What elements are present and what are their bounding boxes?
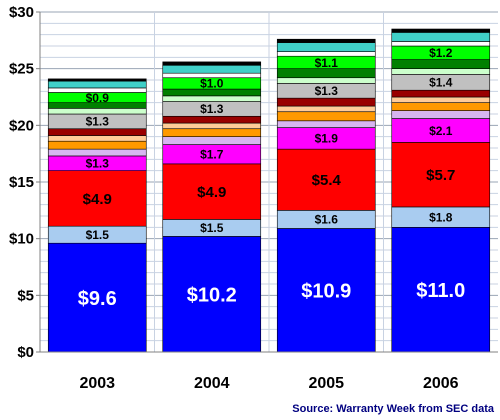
- bar-segment: [47, 128, 147, 136]
- bar-segment: [47, 108, 147, 115]
- bar-stack-2005: $10.9 $1.6 $5.4 $1.9 $1.3 $1.1: [276, 38, 376, 353]
- y-tick-label: $10: [9, 231, 34, 248]
- bar-segment: [47, 78, 147, 82]
- bar-segment: [162, 64, 262, 74]
- bar-segment: [276, 105, 376, 113]
- data-label: $1.7: [200, 148, 224, 162]
- bar-segment: [276, 148, 376, 211]
- y-tick-label: $5: [17, 287, 34, 304]
- data-label: $10.2: [187, 284, 237, 306]
- bar-segment: [276, 51, 376, 57]
- bar-segment: [276, 228, 376, 353]
- bar-segment: [162, 128, 262, 137]
- bar-segment: [391, 227, 491, 353]
- bar-segment: [391, 96, 491, 103]
- data-label: $1.3: [200, 102, 224, 116]
- data-label: $1.5: [86, 228, 110, 242]
- bar-segment: [276, 120, 376, 128]
- data-label: $1.8: [429, 210, 453, 224]
- bar-segment: [391, 59, 491, 69]
- data-label: $1.5: [200, 221, 224, 235]
- data-label: $5.4: [312, 172, 342, 189]
- bar-segment: [162, 236, 262, 353]
- x-tick-label: 2003: [79, 375, 115, 392]
- bar-segment: [391, 142, 491, 208]
- data-label: $1.4: [429, 76, 453, 90]
- data-label: $1.9: [315, 132, 339, 146]
- bar-stack-2003: $9.6 $1.5 $4.9 $1.3 $1.3 $0.9: [47, 78, 147, 353]
- data-label: $5.7: [426, 167, 455, 184]
- bar-segment: [47, 87, 147, 93]
- data-label: $1.0: [200, 77, 224, 91]
- data-label: $1.2: [429, 46, 453, 60]
- y-tick-label: $0: [17, 344, 34, 361]
- data-label: $4.9: [197, 184, 226, 201]
- bar-segment: [162, 61, 262, 66]
- bar-segment: [276, 68, 376, 79]
- bar-stack-2004: $10.2 $1.5 $4.9 $1.7 $1.3 $1.0: [162, 61, 262, 353]
- x-tick-label: 2004: [194, 375, 230, 392]
- bar-segment: [47, 140, 147, 150]
- bar-segment: [391, 41, 491, 47]
- data-label: $9.6: [78, 288, 117, 310]
- bar-segment: [391, 89, 491, 98]
- data-label: $1.6: [315, 213, 339, 227]
- bar-segment: [391, 102, 491, 111]
- bar-segment: [391, 68, 491, 75]
- bar-segment: [391, 110, 491, 119]
- bar-segment: [162, 163, 262, 220]
- bar-segment: [276, 97, 376, 107]
- y-axis-ticks: $0 $5 $10 $15 $20 $25 $30: [9, 4, 40, 361]
- bar-segment: [47, 80, 147, 89]
- bar-segment: [162, 122, 262, 130]
- y-tick-label: $25: [9, 61, 34, 78]
- bar-segment: [276, 77, 376, 84]
- y-tick-label: $15: [9, 174, 34, 191]
- data-label: $1.3: [86, 157, 110, 171]
- bar-stacks: $9.6 $1.5 $4.9 $1.3 $1.3 $0.9 $10.2 $1.5 $4.9 $1.…: [47, 28, 491, 353]
- bar-segment: [162, 115, 262, 124]
- bar-segment: [162, 95, 262, 102]
- bar-segment: [47, 135, 147, 142]
- x-tick-label: 2006: [423, 375, 459, 392]
- data-label: $1.3: [315, 84, 339, 98]
- x-tick-label: 2005: [308, 375, 344, 392]
- bar-segment: [276, 38, 376, 43]
- data-label: $1.3: [86, 115, 110, 129]
- bar-stack-2006: $11.0 $1.8 $5.7 $2.1 $1.4 $1.2: [391, 28, 491, 353]
- data-label: $11.0: [416, 280, 465, 302]
- bar-segment: [276, 42, 376, 52]
- data-label: $1.1: [315, 56, 339, 70]
- bar-segment: [391, 32, 491, 42]
- bar-segment: [391, 28, 491, 33]
- data-label: $0.9: [86, 91, 110, 105]
- bar-segment: [162, 72, 262, 79]
- data-label: $4.9: [83, 191, 112, 208]
- bar-segment: [47, 170, 147, 227]
- x-axis-ticks: 2003 2004 2005 2006: [79, 375, 458, 392]
- data-label: $10.9: [301, 280, 351, 302]
- y-tick-label: $30: [9, 4, 34, 21]
- bar-segment: [47, 148, 147, 157]
- source-note: Source: Warranty Week from SEC data: [292, 403, 495, 415]
- data-label: $2.1: [429, 124, 453, 138]
- y-tick-label: $20: [9, 117, 34, 134]
- bar-segment: [162, 136, 262, 145]
- bar-segment: [276, 111, 376, 122]
